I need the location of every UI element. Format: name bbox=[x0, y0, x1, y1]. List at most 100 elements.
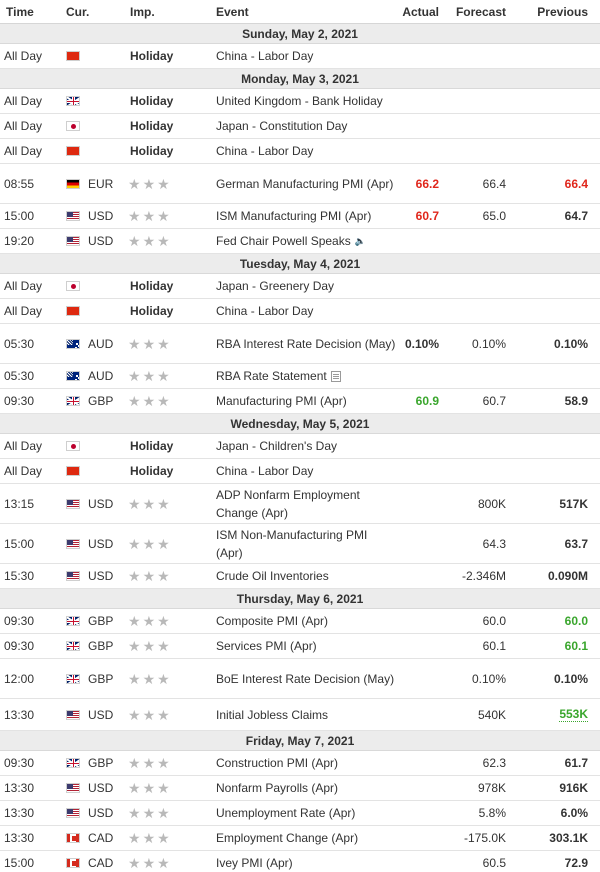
event-name-text[interactable]: Nonfarm Payrolls (Apr) bbox=[216, 781, 339, 795]
event-name-text[interactable]: United Kingdom - Bank Holiday bbox=[216, 94, 383, 108]
event-name[interactable]: ADP Nonfarm Employment Change (Apr) bbox=[216, 486, 396, 522]
event-name-text[interactable]: Japan - Constitution Day bbox=[216, 119, 348, 133]
event-row[interactable]: All Day Holiday Japan - Children's Day bbox=[0, 434, 600, 459]
event-name[interactable]: Fed Chair Powell Speaks 🔈 bbox=[216, 232, 396, 251]
event-name-text[interactable]: BoE Interest Rate Decision (May) bbox=[216, 671, 395, 686]
event-name[interactable]: China - Labor Day bbox=[216, 142, 396, 160]
event-name-text[interactable]: Services PMI (Apr) bbox=[216, 639, 317, 653]
currency-code: GBP bbox=[88, 756, 114, 770]
event-name[interactable]: Ivey PMI (Apr) bbox=[216, 854, 396, 872]
event-name[interactable]: Construction PMI (Apr) bbox=[216, 754, 396, 772]
event-name-text[interactable]: Initial Jobless Claims bbox=[216, 707, 329, 722]
event-name-text[interactable]: Crude Oil Inventories bbox=[216, 569, 329, 583]
event-name[interactable]: Services PMI (Apr) bbox=[216, 637, 396, 655]
event-name-text[interactable]: Ivey PMI (Apr) bbox=[216, 856, 293, 870]
importance-stars: ★ ★ ★ bbox=[128, 394, 170, 408]
holiday-label: Holiday bbox=[130, 49, 174, 63]
event-row[interactable]: 13:15 USD ★ ★ ★ ADP Nonfarm Employment Change… bbox=[0, 484, 600, 524]
event-row[interactable]: 13:30 CAD ★ ★ ★ Employment Change (Apr) -175.0… bbox=[0, 826, 600, 851]
event-name[interactable]: China - Labor Day bbox=[216, 462, 396, 480]
event-name-text[interactable]: Japan - Greenery Day bbox=[216, 279, 335, 293]
event-name[interactable]: Initial Jobless Claims bbox=[216, 706, 396, 724]
date-row: Sunday, May 2, 2021 bbox=[0, 24, 600, 44]
event-name[interactable]: Nonfarm Payrolls (Apr) bbox=[216, 779, 396, 797]
event-name-text[interactable]: Composite PMI (Apr) bbox=[216, 614, 329, 628]
event-row[interactable]: All Day Holiday China - Labor Day bbox=[0, 299, 600, 324]
importance-stars: ★ ★ ★ bbox=[128, 209, 170, 223]
event-name[interactable]: Japan - Constitution Day bbox=[216, 117, 396, 135]
event-name-text[interactable]: Fed Chair Powell Speaks bbox=[216, 233, 351, 248]
table-header: Time Cur. Imp. Event Actual Forecast Pre… bbox=[0, 0, 600, 24]
event-row[interactable]: 09:30 GBP ★ ★ ★ Composite PMI (Apr) 60.0 60.0 bbox=[0, 609, 600, 634]
event-name[interactable]: Composite PMI (Apr) bbox=[216, 612, 396, 630]
importance-stars: ★ ★ ★ bbox=[128, 497, 170, 511]
event-name[interactable]: Employment Change (Apr) bbox=[216, 829, 396, 847]
event-name-text[interactable]: RBA Interest Rate Decision (May) bbox=[216, 336, 396, 351]
header-forecast[interactable]: Forecast bbox=[455, 4, 506, 19]
uk-flag-icon bbox=[66, 758, 80, 768]
event-name-text[interactable]: China - Labor Day bbox=[216, 464, 314, 478]
event-name[interactable]: China - Labor Day bbox=[216, 302, 396, 320]
event-name-text[interactable]: German Manufacturing PMI (Apr) bbox=[216, 176, 394, 191]
event-row[interactable]: 15:00 USD ★ ★ ★ ISM Non-Manufacturing PMI (Ap… bbox=[0, 524, 600, 564]
event-name[interactable]: Japan - Children's Day bbox=[216, 437, 396, 455]
event-row[interactable]: 13:30 USD ★ ★ ★ Initial Jobless Claims 540K 553… bbox=[0, 699, 600, 731]
event-name[interactable]: German Manufacturing PMI (Apr) bbox=[216, 175, 396, 193]
header-currency[interactable]: Cur. bbox=[66, 4, 90, 19]
date-label: Monday, May 3, 2021 bbox=[241, 71, 359, 86]
event-row[interactable]: 15:00 CAD ★ ★ ★ Ivey PMI (Apr) 60.5 72.9 bbox=[0, 851, 600, 872]
event-name-text[interactable]: ISM Non-Manufacturing PMI (Apr) bbox=[216, 527, 368, 560]
event-name[interactable]: RBA Rate Statement bbox=[216, 367, 396, 385]
header-actual[interactable]: Actual bbox=[402, 4, 439, 19]
document-icon[interactable] bbox=[330, 371, 341, 383]
us-flag-icon bbox=[66, 236, 80, 246]
event-name-text[interactable]: China - Labor Day bbox=[216, 304, 314, 318]
event-name-text[interactable]: Employment Change (Apr) bbox=[216, 831, 359, 845]
speaker-icon[interactable]: 🔈 bbox=[354, 236, 366, 247]
event-name-text[interactable]: China - Labor Day bbox=[216, 49, 314, 63]
event-row[interactable]: All Day Holiday China - Labor Day bbox=[0, 459, 600, 484]
event-name-text[interactable]: Unemployment Rate (Apr) bbox=[216, 806, 356, 820]
header-importance[interactable]: Imp. bbox=[130, 4, 155, 19]
event-name-text[interactable]: China - Labor Day bbox=[216, 144, 314, 158]
event-row[interactable]: 13:30 USD ★ ★ ★ Unemployment Rate (Apr) 5.8% 6.… bbox=[0, 801, 600, 826]
event-row[interactable]: All Day Holiday China - Labor Day bbox=[0, 44, 600, 69]
event-name[interactable]: China - Labor Day bbox=[216, 47, 396, 65]
star-icon: ★ bbox=[157, 755, 170, 771]
event-row[interactable]: 19:20 USD ★ ★ ★ Fed Chair Powell Speaks 🔈 bbox=[0, 229, 600, 254]
event-name[interactable]: ISM Non-Manufacturing PMI (Apr) bbox=[216, 526, 396, 562]
header-event[interactable]: Event bbox=[216, 4, 249, 19]
event-name[interactable]: RBA Interest Rate Decision (May) bbox=[216, 335, 396, 353]
currency-code: USD bbox=[88, 209, 114, 223]
event-row[interactable]: 08:55 EUR ★ ★ ★ German Manufacturing PMI (Apr… bbox=[0, 164, 600, 204]
event-row[interactable]: 09:30 GBP ★ ★ ★ Construction PMI (Apr) 62.3 61.… bbox=[0, 751, 600, 776]
event-row[interactable]: 09:30 GBP ★ ★ ★ Services PMI (Apr) 60.1 60.1 bbox=[0, 634, 600, 659]
event-name-text[interactable]: Manufacturing PMI (Apr) bbox=[216, 394, 347, 408]
event-row[interactable]: 05:30 AUD ★ ★ ★ RBA Interest Rate Decision (M… bbox=[0, 324, 600, 364]
event-name[interactable]: Crude Oil Inventories bbox=[216, 567, 396, 585]
event-row[interactable]: 15:00 USD ★ ★ ★ ISM Manufacturing PMI (Apr) 60… bbox=[0, 204, 600, 229]
event-name-text[interactable]: Japan - Children's Day bbox=[216, 439, 338, 453]
event-row[interactable]: 12:00 GBP ★ ★ ★ BoE Interest Rate Decision (M… bbox=[0, 659, 600, 699]
event-row[interactable]: All Day Holiday United Kingdom - Bank Holi… bbox=[0, 89, 600, 114]
event-name[interactable]: BoE Interest Rate Decision (May) bbox=[216, 670, 396, 688]
event-row[interactable]: 09:30 GBP ★ ★ ★ Manufacturing PMI (Apr) 60.9 60… bbox=[0, 389, 600, 414]
event-name[interactable]: Japan - Greenery Day bbox=[216, 277, 396, 295]
event-name[interactable]: United Kingdom - Bank Holiday bbox=[216, 92, 396, 110]
event-name-text[interactable]: Construction PMI (Apr) bbox=[216, 756, 339, 770]
event-name-text[interactable]: ADP Nonfarm Employment Change (Apr) bbox=[216, 487, 360, 520]
event-row[interactable]: All Day Holiday China - Labor Day bbox=[0, 139, 600, 164]
event-row[interactable]: All Day Holiday Japan - Constitution Day bbox=[0, 114, 600, 139]
event-row[interactable]: 05:30 AUD ★ ★ ★ RBA Rate Statement bbox=[0, 364, 600, 389]
event-name-text[interactable]: RBA Rate Statement bbox=[216, 369, 327, 383]
event-row[interactable]: 13:30 USD ★ ★ ★ Nonfarm Payrolls (Apr) 978K 916… bbox=[0, 776, 600, 801]
event-name[interactable]: ISM Manufacturing PMI (Apr) bbox=[216, 207, 396, 225]
event-name-text[interactable]: ISM Manufacturing PMI (Apr) bbox=[216, 209, 372, 223]
header-time[interactable]: Time bbox=[6, 4, 34, 19]
event-name[interactable]: Manufacturing PMI (Apr) bbox=[216, 392, 396, 410]
header-previous[interactable]: Previous bbox=[537, 4, 588, 19]
event-row[interactable]: 15:30 USD ★ ★ ★ Crude Oil Inventories -2.346M 0… bbox=[0, 564, 600, 589]
event-name[interactable]: Unemployment Rate (Apr) bbox=[216, 804, 396, 822]
importance-stars: ★ ★ ★ bbox=[128, 672, 170, 686]
event-row[interactable]: All Day Holiday Japan - Greenery Day bbox=[0, 274, 600, 299]
